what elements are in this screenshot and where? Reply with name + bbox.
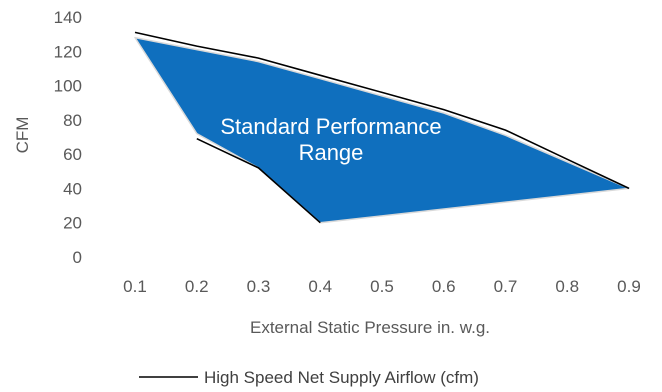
y-tick-label: 60 [63, 145, 82, 164]
x-tick-label: 0.4 [308, 277, 332, 296]
x-tick-label: 0.7 [494, 277, 518, 296]
region-label-line: Range [299, 140, 364, 165]
series-line [196, 137, 321, 224]
y-axis-title: CFM [13, 117, 32, 154]
x-tick-label: 0.1 [123, 277, 147, 296]
y-tick-label: 20 [63, 214, 82, 233]
legend-label: High Speed Net Supply Airflow (cfm) [204, 368, 479, 387]
series-line [134, 31, 630, 190]
y-tick-label: 80 [63, 111, 82, 130]
x-axis-ticks: 0.1 0.2 0.3 0.4 0.5 0.6 0.7 0.8 0.9 [123, 277, 641, 296]
x-tick-label: 0.9 [617, 277, 641, 296]
x-tick-label: 0.5 [370, 277, 394, 296]
y-tick-label: 100 [54, 77, 82, 96]
y-tick-label: 40 [63, 179, 82, 198]
y-tick-label: 0 [73, 248, 82, 267]
y-axis-ticks: 0 20 40 60 80 100 120 140 [54, 8, 82, 267]
x-tick-label: 0.2 [185, 277, 209, 296]
x-tick-label: 0.8 [555, 277, 579, 296]
y-tick-label: 120 [54, 42, 82, 61]
legend: High Speed Net Supply Airflow (cfm) [139, 368, 479, 387]
x-tick-label: 0.3 [247, 277, 271, 296]
x-tick-label: 0.6 [432, 277, 456, 296]
region-label-line: Standard Performance [220, 114, 441, 139]
x-axis-title: External Static Pressure in. w.g. [250, 318, 490, 337]
y-tick-label: 140 [54, 8, 82, 27]
